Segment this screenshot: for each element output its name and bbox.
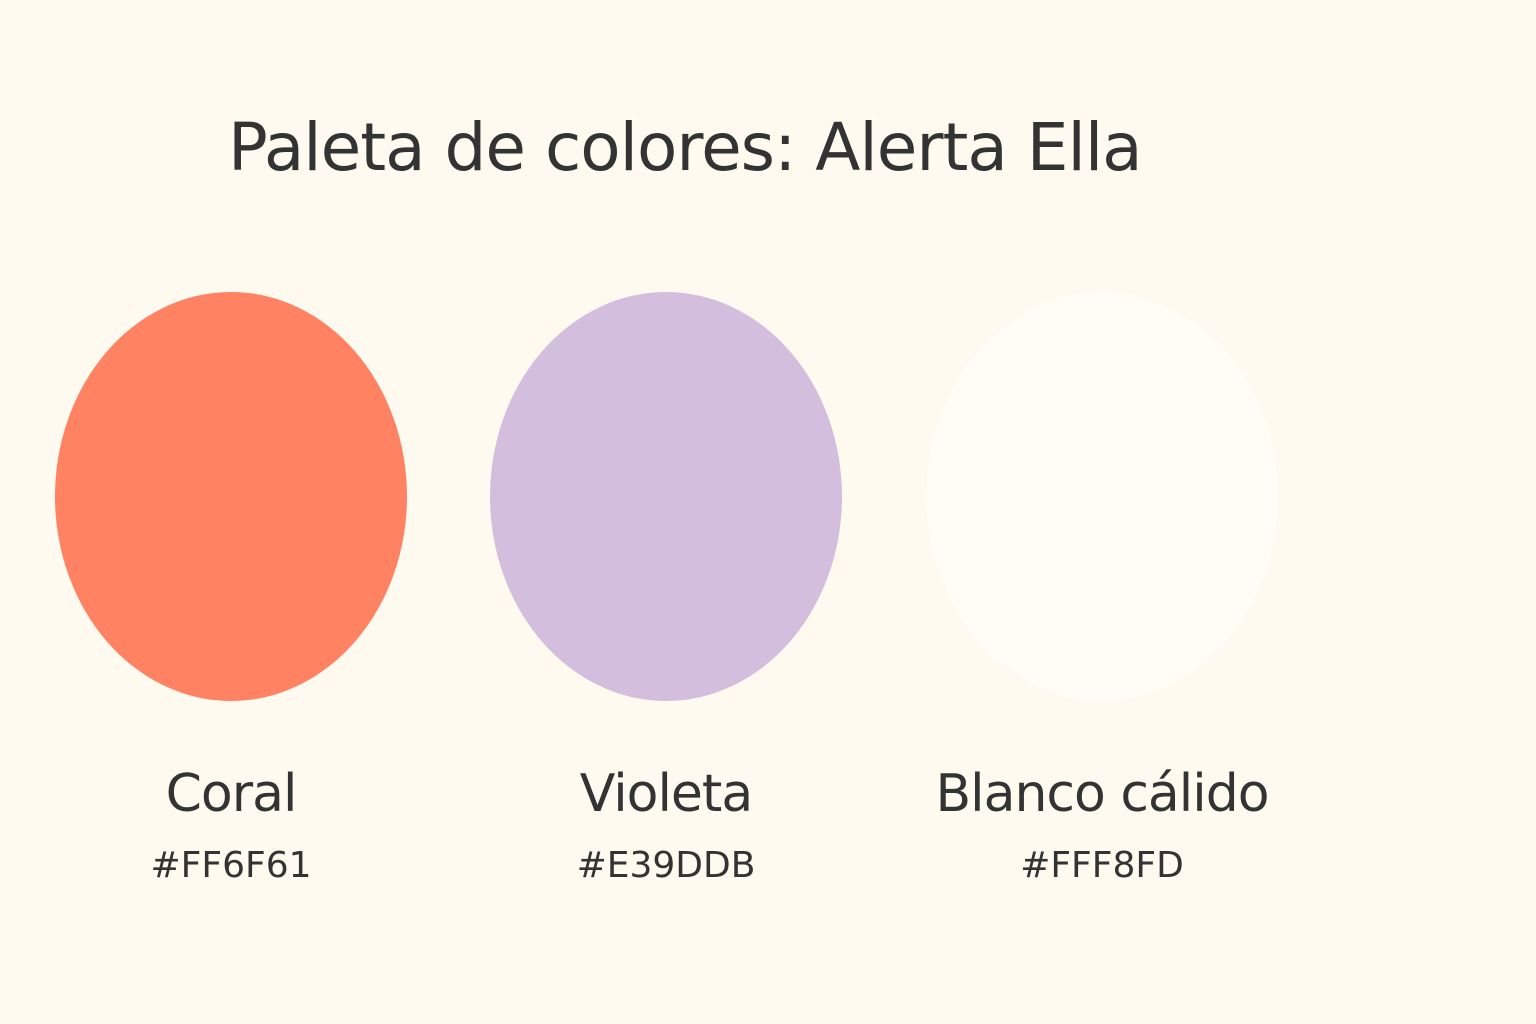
swatch-coral: Coral #FF6F61 — [55, 292, 407, 886]
swatch-violet: Violeta #E39DDB — [490, 292, 842, 886]
swatch-hex-warm-white: #FFF8FD — [1020, 845, 1184, 886]
swatch-circle-warm-white — [926, 292, 1278, 701]
swatch-name-warm-white: Blanco cálido — [935, 764, 1269, 824]
page-title: Paleta de colores: Alerta Ella — [228, 109, 1143, 186]
swatch-hex-coral: #FF6F61 — [150, 845, 312, 886]
swatch-name-coral: Coral — [165, 764, 298, 824]
swatch-warm-white: Blanco cálido #FFF8FD — [926, 292, 1278, 886]
swatch-name-violet: Violeta — [579, 764, 753, 824]
swatch-circle-violet — [490, 292, 842, 701]
swatch-hex-violet: #E39DDB — [576, 845, 756, 886]
swatch-circle-coral — [55, 292, 407, 701]
